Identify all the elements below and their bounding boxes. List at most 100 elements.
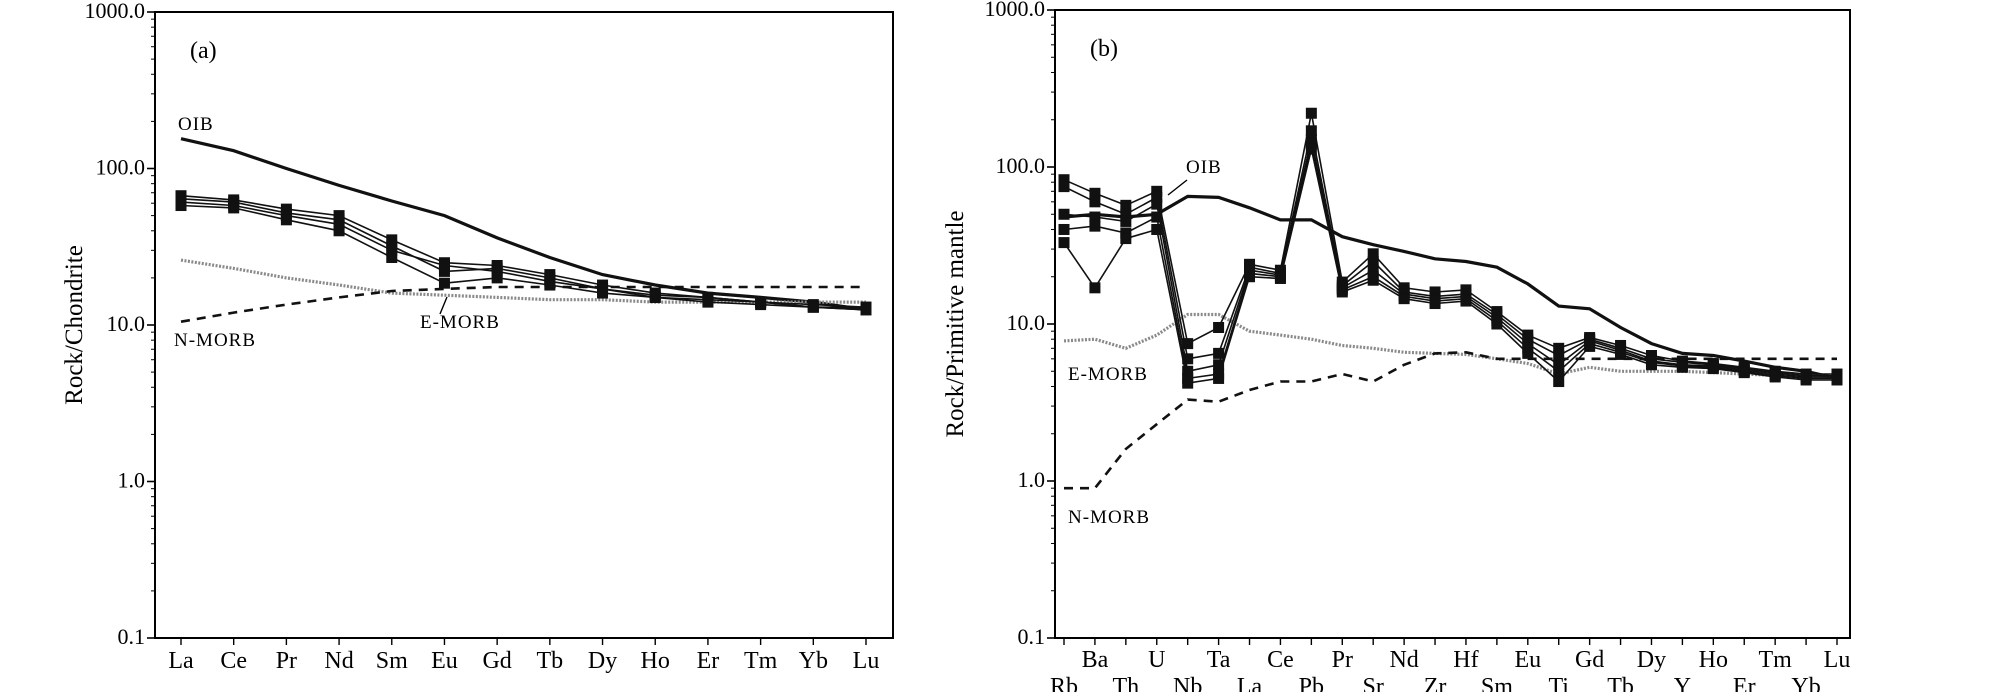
y-tick-label-b: 0.1 bbox=[1018, 624, 1046, 649]
sample-marker-b-4 bbox=[1151, 211, 1163, 223]
sample-marker-b-3 bbox=[1213, 359, 1225, 371]
sample-marker-b-5 bbox=[1491, 318, 1503, 330]
x-tick-label-a-eu: Eu bbox=[431, 648, 458, 674]
x-tick-label-b-eu: Eu bbox=[1514, 647, 1541, 673]
sample-marker-b-5 bbox=[1274, 272, 1286, 284]
sample-marker-a-4 bbox=[597, 287, 609, 299]
sample-marker-a-4 bbox=[755, 299, 767, 311]
sample-marker-a-4 bbox=[280, 214, 292, 226]
x-tick-label-b-pb: Pb bbox=[1299, 674, 1324, 692]
reference-curve-e-morb-a bbox=[180, 258, 866, 304]
sample-marker-b-5 bbox=[1553, 376, 1565, 388]
sample-marker-b-3 bbox=[1182, 365, 1194, 377]
reference-label-n-morb-b: N-MORB bbox=[1068, 507, 1150, 528]
sample-marker-a-4 bbox=[438, 277, 450, 289]
sample-marker-b-5 bbox=[1800, 374, 1812, 386]
y-axis-label-b: Rock/Primitive mantle bbox=[942, 210, 969, 437]
x-tick-label-b-hf: Hf bbox=[1453, 647, 1478, 673]
sample-marker-b-5 bbox=[1460, 295, 1472, 307]
x-tick-label-b-ta: Ta bbox=[1207, 647, 1231, 673]
sample-marker-a-3 bbox=[333, 218, 345, 230]
sample-marker-b-2 bbox=[1089, 196, 1101, 208]
oib-pointer-b bbox=[1167, 179, 1188, 196]
x-tick-label-b-ti: Ti bbox=[1548, 674, 1569, 692]
sample-marker-b-1 bbox=[1305, 107, 1317, 119]
x-tick-label-b-u: U bbox=[1148, 647, 1165, 673]
sample-marker-b-5 bbox=[1615, 348, 1627, 360]
x-tick-label-b-yb: Yb bbox=[1791, 674, 1820, 692]
reference-label-n-morb-a: N-MORB bbox=[174, 330, 256, 351]
sample-marker-b-5 bbox=[1244, 271, 1256, 283]
reference-label-oib-a: OIB bbox=[178, 114, 214, 135]
sample-marker-b-5 bbox=[1120, 233, 1132, 245]
x-tick-label-a-ho: Ho bbox=[641, 648, 670, 674]
sample-marker-b-2 bbox=[1120, 208, 1132, 220]
sample-marker-b-5 bbox=[1213, 372, 1225, 384]
x-tick-label-b-tm: Tm bbox=[1758, 647, 1792, 673]
x-tick-label-b-sr: Sr bbox=[1363, 674, 1384, 692]
x-tick-label-b-ce: Ce bbox=[1267, 647, 1294, 673]
panel-label-a: (a) bbox=[190, 38, 217, 64]
sample-marker-a-2 bbox=[438, 265, 450, 277]
sample-marker-b-5 bbox=[1398, 293, 1410, 305]
sample-marker-b-1 bbox=[1182, 338, 1194, 350]
sample-marker-b-3 bbox=[1367, 264, 1379, 276]
sample-line-a-3 bbox=[180, 201, 867, 311]
sample-marker-b-5 bbox=[1831, 374, 1843, 386]
x-tick-label-b-nb: Nb bbox=[1173, 674, 1202, 692]
x-tick-label-b-y: Y bbox=[1674, 674, 1691, 692]
sample-marker-a-4 bbox=[491, 272, 503, 284]
sample-marker-b-5 bbox=[1584, 340, 1596, 352]
sample-marker-b-5 bbox=[1089, 282, 1101, 294]
reference-label-e-morb-a: E-MORB bbox=[420, 312, 500, 333]
y-axis-label-a: Rock/Chondrite bbox=[61, 245, 88, 405]
x-tick-label-b-pr: Pr bbox=[1332, 647, 1353, 673]
x-tick-label-a-pr: Pr bbox=[276, 648, 297, 674]
panel-label-b: (b) bbox=[1090, 36, 1118, 62]
sample-marker-b-3 bbox=[1089, 211, 1101, 223]
reference-curve-n-morb-a bbox=[180, 285, 866, 323]
sample-marker-b-1 bbox=[1553, 342, 1565, 354]
x-tick-label-a-ce: Ce bbox=[220, 648, 247, 674]
reference-label-oib-b: OIB bbox=[1186, 157, 1222, 178]
sample-marker-a-3 bbox=[386, 244, 398, 256]
sample-marker-b-4 bbox=[1058, 223, 1070, 235]
sample-marker-b-5 bbox=[1058, 237, 1070, 249]
sample-marker-a-4 bbox=[860, 304, 872, 316]
sample-marker-b-1 bbox=[1213, 321, 1225, 333]
sample-marker-b-1 bbox=[1151, 185, 1163, 197]
sample-marker-b-4 bbox=[1120, 227, 1132, 239]
x-tick-label-a-sm: Sm bbox=[376, 648, 408, 674]
sample-marker-b-2 bbox=[1058, 181, 1070, 193]
sample-marker-b-2 bbox=[1367, 256, 1379, 268]
x-tick-label-b-er: Er bbox=[1733, 674, 1756, 692]
y-tick-label-a: 1.0 bbox=[118, 468, 146, 493]
sample-marker-a-3 bbox=[491, 265, 503, 277]
sample-marker-b-1 bbox=[1367, 248, 1379, 260]
sample-marker-a-4 bbox=[228, 202, 240, 214]
sample-line-b-5 bbox=[1063, 148, 1837, 385]
sample-marker-a-4 bbox=[386, 251, 398, 263]
sample-marker-b-5 bbox=[1429, 298, 1441, 310]
sample-marker-b-5 bbox=[1645, 359, 1657, 371]
sample-marker-b-5 bbox=[1305, 143, 1317, 155]
y-tick-label-b: 1.0 bbox=[1018, 467, 1046, 492]
x-tick-label-b-nd: Nd bbox=[1389, 647, 1418, 673]
x-tick-label-b-gd: Gd bbox=[1575, 647, 1604, 673]
x-tick-label-b-ho: Ho bbox=[1699, 647, 1728, 673]
x-tick-label-b-rb: Rb bbox=[1050, 674, 1078, 692]
x-tick-label-a-la: La bbox=[168, 648, 194, 674]
sample-marker-b-1 bbox=[1089, 187, 1101, 199]
sample-marker-a-4 bbox=[544, 279, 556, 291]
sample-marker-b-3 bbox=[1120, 215, 1132, 227]
sample-marker-b-2 bbox=[1151, 191, 1163, 203]
reference-curve-oib-b bbox=[1063, 194, 1838, 380]
sample-marker-a-3 bbox=[438, 259, 450, 271]
x-tick-label-a-gd: Gd bbox=[482, 648, 511, 674]
x-tick-label-b-th: Th bbox=[1113, 674, 1140, 692]
sample-marker-a-1 bbox=[386, 234, 398, 246]
sample-marker-b-5 bbox=[1336, 286, 1348, 298]
sample-marker-b-5 bbox=[1769, 371, 1781, 383]
reference-label-e-morb-b: E-MORB bbox=[1068, 364, 1148, 385]
x-tick-label-b-ba: Ba bbox=[1082, 647, 1109, 673]
